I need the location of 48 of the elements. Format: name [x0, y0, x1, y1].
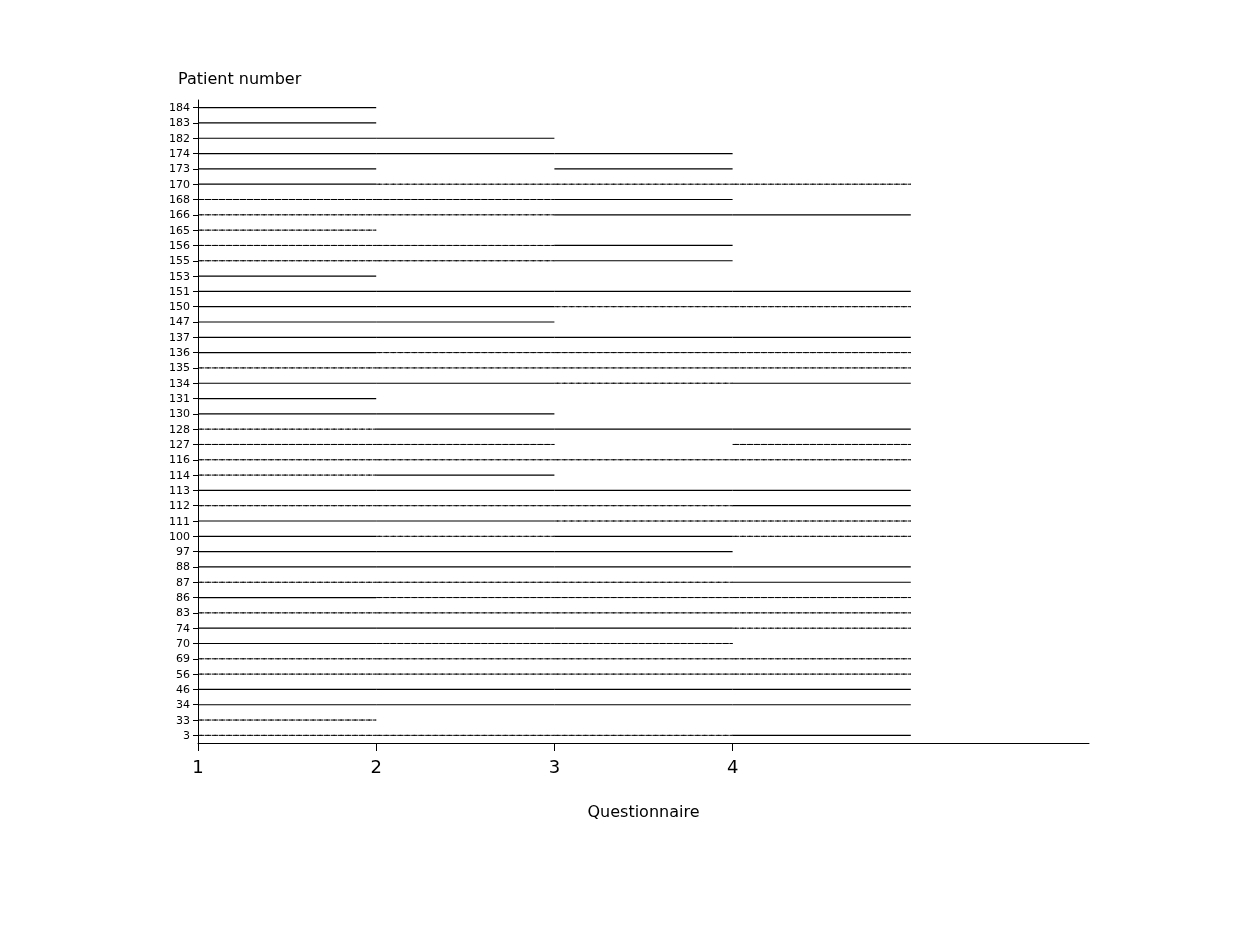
- x-tick-label: 3: [548, 755, 561, 777]
- y-tick-label: 70: [176, 636, 190, 650]
- y-tick-label: 128: [169, 422, 190, 436]
- y-tick-label: 3: [183, 728, 190, 742]
- y-tick-label: 183: [169, 116, 190, 130]
- y-tick-label: 74: [176, 621, 190, 635]
- y-tick-label: 166: [169, 208, 190, 222]
- y-tick-label: 150: [169, 300, 190, 314]
- y-tick-label: 137: [169, 330, 190, 344]
- x-tick-label: 4: [726, 755, 739, 777]
- y-tick-label: 69: [176, 652, 190, 666]
- y-tick-label: 114: [169, 468, 190, 482]
- y-tick-label: 170: [169, 177, 190, 191]
- x-axis-title: Questionnaire: [587, 801, 700, 821]
- y-tick-label: 86: [176, 591, 190, 605]
- y-tick-label: 151: [169, 284, 190, 298]
- y-tick-label: 127: [169, 437, 190, 451]
- y-tick-label: 168: [169, 193, 190, 207]
- y-tick-label: 173: [169, 162, 190, 176]
- y-tick-label: 87: [176, 575, 190, 589]
- y-tick-label: 34: [176, 698, 190, 712]
- y-axis-title: Patient number: [178, 68, 302, 88]
- y-tick-label: 112: [169, 499, 190, 513]
- y-tick-label: 155: [169, 254, 190, 268]
- y-tick-label: 33: [176, 713, 190, 727]
- y-tick-label: 174: [169, 147, 190, 161]
- y-tick-label: 111: [169, 514, 190, 528]
- y-tick-label: 134: [169, 376, 190, 390]
- y-tick-label: 56: [176, 667, 190, 681]
- y-tick-label: 131: [169, 392, 190, 406]
- y-tick-label: 165: [169, 223, 190, 237]
- x-tick-label: 1: [192, 755, 204, 777]
- y-tick-label: 184: [169, 101, 190, 115]
- y-tick-label: 156: [169, 238, 190, 252]
- y-tick-label: 136: [169, 346, 190, 360]
- y-tick-label: 97: [176, 545, 190, 559]
- y-tick-label: 147: [169, 315, 190, 329]
- y-tick-label: 100: [169, 529, 190, 543]
- y-tick-label: 46: [176, 682, 190, 696]
- x-tick-label: 2: [370, 755, 382, 777]
- y-tick-label: 153: [169, 269, 190, 283]
- y-tick-label: 182: [169, 131, 190, 145]
- y-tick-label: 130: [169, 407, 190, 421]
- y-tick-label: 113: [169, 483, 190, 497]
- y-tick-label: 88: [176, 560, 190, 574]
- y-tick-label: 135: [169, 361, 190, 375]
- y-tick-label: 83: [176, 606, 190, 620]
- y-tick-label: 116: [169, 453, 190, 467]
